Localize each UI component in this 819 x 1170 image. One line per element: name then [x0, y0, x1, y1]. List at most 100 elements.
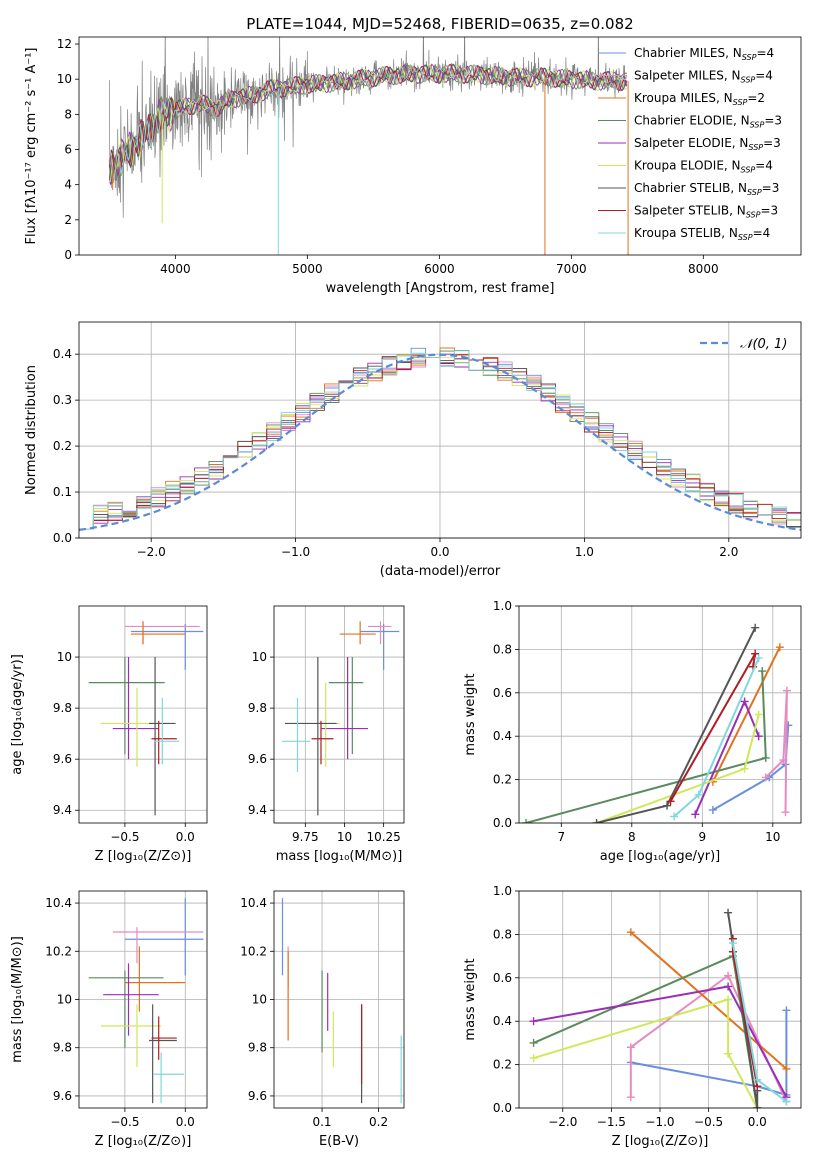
- weight-marker: [694, 790, 703, 799]
- legend-nssp: =4: [755, 69, 773, 83]
- weight-marker: [740, 697, 749, 706]
- y-tick-label: 0.2: [493, 1058, 512, 1072]
- weight-line-kroupa-miles: [712, 646, 781, 783]
- y-tick-label: 9.8: [248, 1041, 267, 1055]
- weight-marker: [754, 732, 763, 741]
- y-tick-label: 9.6: [53, 752, 72, 766]
- y-tick-label: 0.8: [493, 642, 512, 656]
- hist-kroupa-stelib: [79, 350, 801, 530]
- panel-weight-vs-Z: −2.0 −1.5 −1.0 −0.5 0.0 0.0 0.2 0.4 0.6 0.8 1.0 Z […: [463, 884, 802, 1149]
- weight-marker: [666, 797, 675, 806]
- y-tick-label: 8: [64, 107, 72, 121]
- y-tick-label: 1.0: [493, 599, 512, 613]
- y-tick-label: 6: [64, 143, 72, 157]
- weight-marker: [753, 1104, 762, 1108]
- x-axis-label: Z [log₁₀(Z/Z⊙)]: [95, 1134, 192, 1149]
- x-tick-label: −2.0: [548, 1115, 577, 1129]
- weight-marker: [781, 808, 790, 817]
- x-tick-label: 0.1: [312, 1115, 331, 1129]
- grid: [274, 891, 404, 1108]
- legend-nssp: =3: [763, 136, 781, 150]
- weight-marker: [782, 1097, 791, 1106]
- panel-mass-vs-Z: −0.5 0.0 9.6 9.8 10 10.2 10.4 Z [log₁₀(Z/Z⊙)] ma…: [10, 890, 208, 1149]
- weight-line-kroupa-elodie: [533, 998, 759, 1108]
- ticks: −2.0 −1.5 −1.0 −0.5 0.0 0.0 0.2 0.4 0.6 0.8 1.0: [493, 884, 767, 1129]
- weight-marker: [529, 1017, 538, 1026]
- x-tick-label: −2.0: [137, 545, 166, 559]
- y-tick-label: 4: [64, 178, 72, 192]
- legend-subscript: SSP: [738, 233, 753, 242]
- axes-frame: [273, 605, 405, 824]
- legend-nssp: =3: [762, 181, 780, 195]
- axes-frame: [78, 36, 802, 256]
- legend-label: 𝒩(0, 1): [740, 337, 787, 352]
- chart-title: PLATE=1044, MJD=52468, FIBERID=0635, z=0…: [246, 15, 633, 33]
- legend-label: Chabrier ELODIE, NSSP=3: [634, 114, 782, 130]
- x-tick-label: 10.25: [366, 830, 400, 844]
- y-tick-label: 9.6: [53, 1089, 72, 1103]
- x-tick-label: 8000: [688, 262, 719, 276]
- spectrum-model-kroupa-elodie: [108, 64, 628, 183]
- plot-area: [281, 621, 400, 816]
- x-tick-label: −0.5: [110, 830, 139, 844]
- y-tick-label: 10: [252, 993, 267, 1007]
- x-tick-label: −1.0: [281, 545, 310, 559]
- weight-line-salpeter-elodie: [694, 698, 760, 815]
- axes-frame: [78, 321, 802, 539]
- weight-marker: [724, 995, 733, 1004]
- ticks: 9.75 10 10.25 9.4 9.6 9.8 10: [248, 650, 401, 844]
- ticks: 7 8 9 10 0.0 0.2 0.4 0.6 0.8 1.0: [493, 599, 781, 844]
- y-tick-label: 0.0: [53, 531, 72, 545]
- legend-label: Kroupa ELODIE, NSSP=4: [634, 159, 773, 175]
- y-tick-label: 1.0: [493, 884, 512, 898]
- axes-frame: [78, 605, 208, 824]
- legend-label: Chabrier STELIB, NSSP=3: [634, 181, 779, 197]
- spectrum-model-kroupa-stelib: [109, 64, 628, 180]
- weight-line-kroupa-stelib: [673, 657, 760, 818]
- y-tick-label: 9.4: [248, 803, 267, 817]
- y-tick-label: 0.6: [493, 686, 512, 700]
- weight-marker: [724, 908, 733, 917]
- y-axis-label: Flux [fλ10⁻¹⁷ erg cm⁻² s⁻¹ A⁻¹]: [24, 48, 39, 245]
- weight-marker: [775, 643, 784, 652]
- weight-marker: [626, 1093, 635, 1102]
- y-tick-label: 10.2: [240, 944, 267, 958]
- y-tick-label: 10.2: [45, 944, 72, 958]
- weight-marker: [724, 1049, 733, 1058]
- x-tick-label: −1.0: [645, 1115, 674, 1129]
- spectrum-data-line: [109, 37, 627, 218]
- spectrum-model-chabrier-elodie: [108, 64, 628, 185]
- x-tick-label: 7000: [556, 262, 587, 276]
- grid: [274, 606, 404, 823]
- legend-label: Salpeter STELIB, NSSP=3: [634, 204, 778, 220]
- plot-area: [281, 898, 402, 1104]
- legend-subscript: SSP: [733, 98, 748, 107]
- ticks: −0.5 0.0 9.6 9.8 10 10.2 10.4: [45, 896, 195, 1129]
- x-tick-label: 9.75: [292, 830, 319, 844]
- plot-area: [522, 623, 793, 823]
- panel-weight-vs-age: 7 8 9 10 0.0 0.2 0.4 0.6 0.8 1.0 age [log₁₀(age/yr…: [463, 599, 802, 864]
- x-tick-label: 9: [698, 830, 706, 844]
- legend-subscript: SSP: [750, 121, 765, 130]
- y-tick-label: 0.2: [493, 773, 512, 787]
- y-tick-label: 0.0: [493, 816, 512, 830]
- y-tick-label: 9.8: [53, 1041, 72, 1055]
- legend-label: Salpeter ELODIE, NSSP=3: [634, 136, 781, 152]
- spectrum-model-chabrier-stelib: [108, 63, 628, 180]
- weight-line-salpeter-miles: [765, 690, 788, 813]
- legend-subscript: SSP: [741, 166, 756, 175]
- x-axis-label: wavelength [Angstrom, rest frame]: [326, 281, 555, 296]
- y-tick-label: 0: [64, 248, 72, 262]
- y-axis-label: mass [log₁₀(M/M⊙)]: [10, 936, 25, 1063]
- y-tick-label: 9.8: [53, 701, 72, 715]
- weight-marker: [782, 1064, 791, 1073]
- legend-subscript: SSP: [741, 76, 756, 85]
- weight-line-kroupa-elodie: [596, 714, 760, 823]
- weight-marker: [754, 654, 763, 663]
- weight-marker: [529, 1054, 538, 1063]
- plot-area: [79, 347, 801, 531]
- weight-marker: [663, 801, 672, 810]
- y-tick-label: 12: [57, 37, 72, 51]
- axes-frame: [273, 890, 405, 1109]
